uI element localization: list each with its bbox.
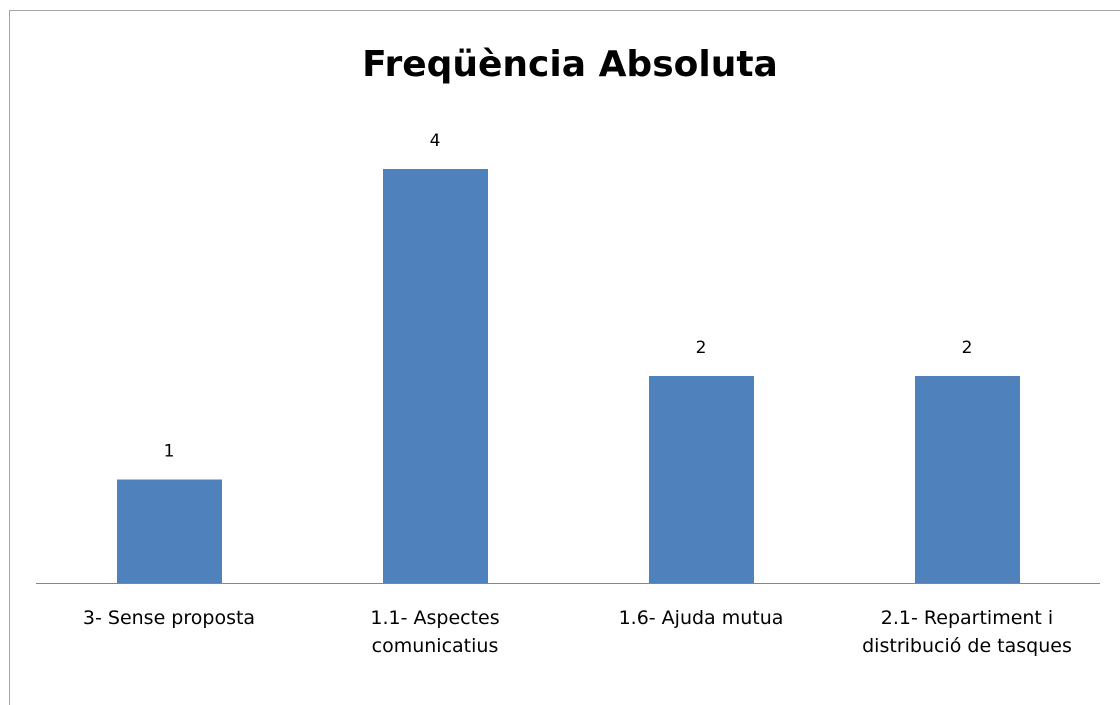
bar xyxy=(649,376,754,583)
x-tick-label: 3- Sense proposta xyxy=(82,607,256,629)
data-label: 2 xyxy=(696,338,707,358)
x-tick-label: 1.6- Ajuda mutua xyxy=(618,607,784,629)
x-tick-label: 1.1- Aspectes comunicatius xyxy=(370,607,500,657)
chart-frame xyxy=(9,10,1120,705)
data-label: 2 xyxy=(962,338,973,358)
data-label: 1 xyxy=(164,442,175,462)
bar xyxy=(117,479,222,583)
bar xyxy=(383,169,488,583)
chart-title: Freqüència Absoluta xyxy=(362,44,778,85)
x-tick-label: 2.1- Repartiment i distribució de tasque… xyxy=(862,607,1072,657)
bar xyxy=(915,376,1020,583)
data-label: 4 xyxy=(430,131,441,151)
